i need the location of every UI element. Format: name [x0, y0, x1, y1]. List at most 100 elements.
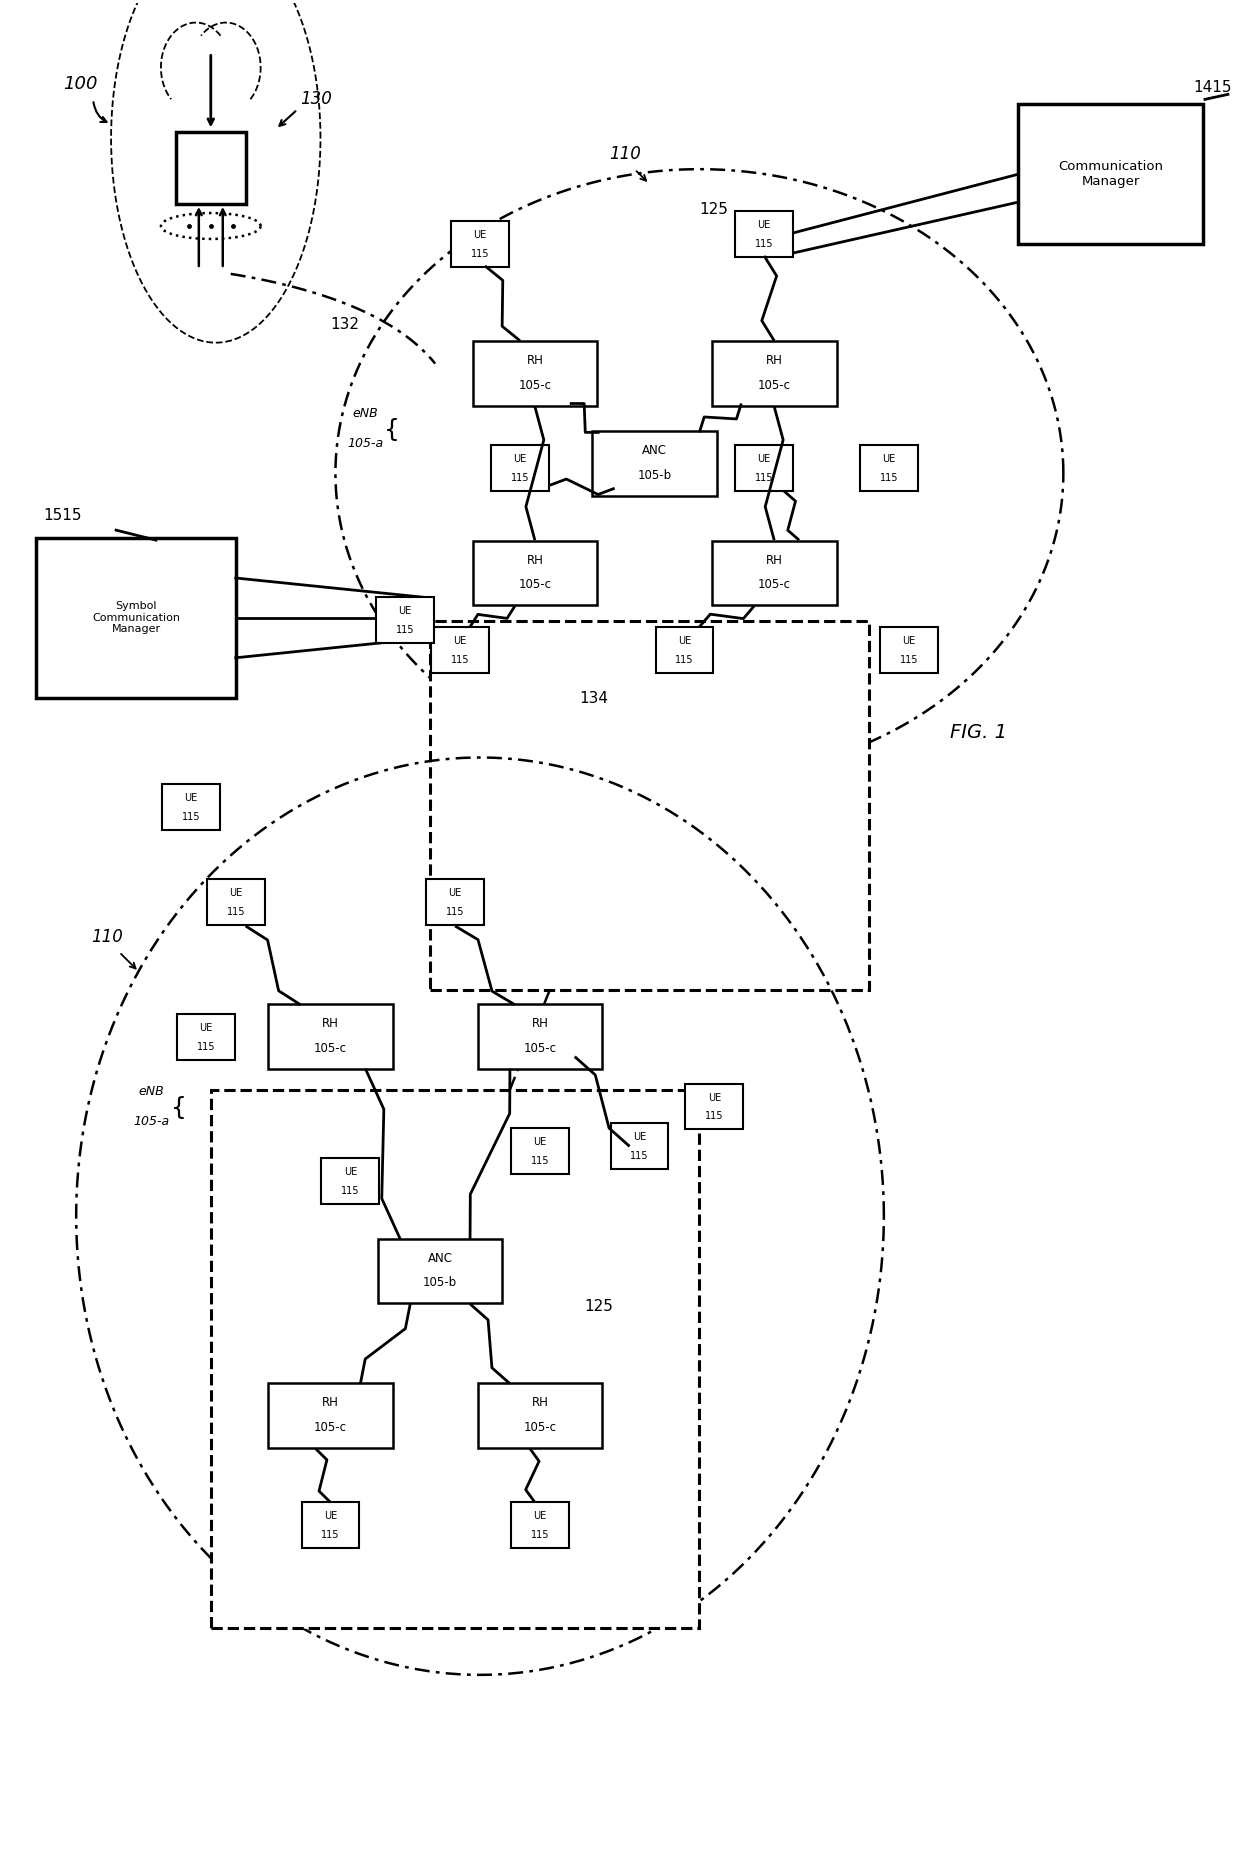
- Text: 105-a: 105-a: [133, 1114, 169, 1127]
- Text: UE: UE: [343, 1168, 357, 1177]
- Text: Symbol
Communication
Manager: Symbol Communication Manager: [92, 602, 180, 635]
- Text: ANC: ANC: [642, 444, 667, 457]
- Text: 115: 115: [531, 1530, 549, 1539]
- Bar: [1018, 104, 1203, 243]
- Text: 115: 115: [451, 656, 469, 665]
- Text: UE: UE: [758, 455, 771, 464]
- Text: 105-a: 105-a: [347, 436, 383, 449]
- Text: 134: 134: [580, 691, 609, 706]
- Text: {: {: [171, 1096, 187, 1120]
- Bar: [211, 1090, 699, 1629]
- Text: 105-c: 105-c: [523, 1042, 557, 1055]
- Text: 110: 110: [610, 145, 641, 163]
- Text: UE: UE: [632, 1133, 646, 1142]
- Bar: [432, 628, 489, 672]
- Bar: [472, 540, 598, 605]
- Text: 115: 115: [755, 474, 774, 483]
- Bar: [735, 446, 794, 492]
- Text: RH: RH: [322, 1396, 339, 1409]
- Text: 132: 132: [330, 318, 360, 332]
- Bar: [451, 221, 508, 267]
- Bar: [593, 431, 717, 496]
- Text: 115: 115: [879, 474, 898, 483]
- Bar: [880, 628, 937, 672]
- Bar: [207, 878, 264, 925]
- Bar: [491, 446, 549, 492]
- Text: 110: 110: [91, 928, 123, 945]
- Text: UE: UE: [533, 1136, 547, 1148]
- Text: UE: UE: [200, 1023, 212, 1032]
- Bar: [477, 1005, 603, 1070]
- Text: RH: RH: [766, 355, 782, 368]
- Bar: [511, 1502, 569, 1549]
- Text: 115: 115: [630, 1151, 649, 1161]
- Text: UE: UE: [708, 1092, 720, 1103]
- Bar: [301, 1502, 360, 1549]
- Text: UE: UE: [678, 635, 691, 646]
- Bar: [321, 1159, 379, 1203]
- Text: 105-c: 105-c: [523, 1421, 557, 1434]
- Bar: [176, 132, 246, 204]
- Text: eNB: eNB: [352, 407, 378, 420]
- Text: 125: 125: [699, 202, 728, 217]
- Text: UE: UE: [513, 455, 527, 464]
- Text: FIG. 1: FIG. 1: [950, 722, 1007, 741]
- Text: UE: UE: [454, 635, 466, 646]
- Text: UE: UE: [449, 888, 461, 899]
- Text: 1515: 1515: [43, 509, 82, 524]
- Text: RH: RH: [532, 1396, 548, 1409]
- Text: {: {: [384, 418, 401, 442]
- Text: 115: 115: [899, 656, 918, 665]
- Text: 115: 115: [511, 474, 529, 483]
- Text: 115: 115: [446, 906, 464, 917]
- Text: 115: 115: [321, 1530, 340, 1539]
- Text: RH: RH: [527, 355, 543, 368]
- Text: UE: UE: [398, 605, 412, 617]
- Text: 115: 115: [197, 1042, 215, 1051]
- Text: 105-b: 105-b: [423, 1276, 458, 1289]
- Bar: [472, 342, 598, 407]
- Bar: [376, 596, 434, 643]
- Text: 105-c: 105-c: [758, 579, 791, 592]
- Bar: [735, 212, 794, 256]
- Text: 105-c: 105-c: [518, 379, 552, 392]
- Text: 105-c: 105-c: [758, 379, 791, 392]
- Text: 125: 125: [585, 1298, 614, 1315]
- Text: RH: RH: [527, 553, 543, 566]
- Bar: [712, 342, 837, 407]
- Bar: [477, 1383, 603, 1448]
- Text: UE: UE: [229, 888, 242, 899]
- Text: UE: UE: [882, 455, 895, 464]
- Text: 105-c: 105-c: [314, 1042, 347, 1055]
- Text: 115: 115: [341, 1187, 360, 1196]
- Text: 115: 115: [396, 624, 414, 635]
- Text: 115: 115: [471, 249, 490, 258]
- Bar: [162, 784, 219, 830]
- Bar: [610, 1123, 668, 1170]
- Text: RH: RH: [322, 1018, 339, 1031]
- Text: 115: 115: [755, 240, 774, 249]
- Bar: [430, 620, 869, 990]
- Bar: [36, 539, 236, 698]
- Text: 115: 115: [531, 1157, 549, 1166]
- Bar: [378, 1239, 502, 1304]
- Bar: [859, 446, 918, 492]
- Text: 115: 115: [676, 656, 693, 665]
- Bar: [268, 1005, 393, 1070]
- Text: Communication
Manager: Communication Manager: [1058, 160, 1163, 188]
- Text: RH: RH: [532, 1018, 548, 1031]
- Text: UE: UE: [758, 219, 771, 230]
- Bar: [177, 1014, 234, 1060]
- Text: 1415: 1415: [1193, 80, 1231, 95]
- Text: 130: 130: [300, 91, 332, 108]
- Text: UE: UE: [474, 230, 486, 240]
- Bar: [712, 540, 837, 605]
- Text: 105-c: 105-c: [314, 1421, 347, 1434]
- Text: UE: UE: [903, 635, 915, 646]
- Text: 100: 100: [63, 76, 98, 93]
- Text: ANC: ANC: [428, 1252, 453, 1265]
- Bar: [656, 628, 713, 672]
- Text: eNB: eNB: [138, 1084, 164, 1097]
- Text: 105-b: 105-b: [637, 468, 672, 481]
- Text: 115: 115: [181, 812, 200, 823]
